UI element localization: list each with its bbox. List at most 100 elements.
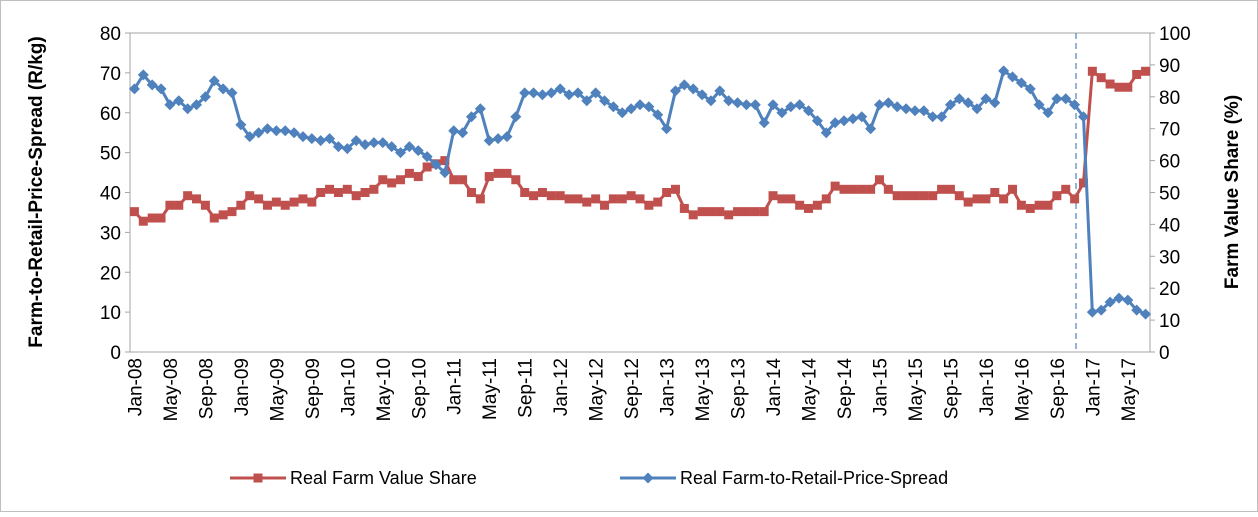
point xyxy=(918,105,930,117)
point xyxy=(971,103,983,115)
point xyxy=(1141,66,1151,76)
point xyxy=(1024,83,1036,95)
point xyxy=(848,184,858,194)
point xyxy=(182,103,194,115)
point xyxy=(359,139,371,151)
point xyxy=(466,188,476,197)
point xyxy=(590,87,602,99)
point xyxy=(857,184,867,194)
point xyxy=(492,133,504,145)
point xyxy=(1096,73,1106,83)
y2-tick-label: 20 xyxy=(1159,279,1180,300)
point xyxy=(192,194,202,204)
x-tick-label: Jan-08 xyxy=(125,358,146,416)
point xyxy=(635,194,645,204)
x-tick-label: May-09 xyxy=(267,358,288,421)
point xyxy=(360,188,370,197)
x-tick-label: Sep-08 xyxy=(196,358,217,419)
point xyxy=(332,141,344,153)
point xyxy=(484,172,494,182)
point xyxy=(811,115,823,127)
point xyxy=(599,95,611,107)
point xyxy=(316,188,326,197)
legend-marker xyxy=(253,473,263,483)
point xyxy=(564,194,574,204)
point xyxy=(325,184,335,194)
point xyxy=(856,111,868,123)
x-tick-label: Jan-10 xyxy=(338,358,359,416)
point xyxy=(245,191,255,201)
point xyxy=(687,83,699,95)
point xyxy=(475,194,485,204)
point xyxy=(545,87,557,99)
point xyxy=(794,99,806,111)
point xyxy=(138,216,148,226)
point xyxy=(616,107,628,119)
point xyxy=(440,156,450,166)
point xyxy=(129,207,139,217)
point xyxy=(510,111,522,123)
point xyxy=(351,191,361,201)
point xyxy=(945,184,955,194)
point xyxy=(449,175,459,185)
legend-label: Real Farm Value Share xyxy=(290,468,477,488)
point xyxy=(165,200,175,210)
point xyxy=(528,87,540,99)
point xyxy=(1132,69,1142,79)
x-tick-label: Sep-11 xyxy=(516,358,537,418)
x-tick-label: Jan-13 xyxy=(658,358,679,416)
point xyxy=(723,95,735,107)
x-tick-label: May-14 xyxy=(800,358,821,422)
x-tick-label: Jan-16 xyxy=(977,358,998,416)
point xyxy=(662,188,672,197)
point xyxy=(866,184,876,194)
point xyxy=(404,168,414,178)
y2-tick-label: 40 xyxy=(1159,215,1180,236)
y-tick-label: 40 xyxy=(100,184,121,205)
point xyxy=(1042,107,1054,119)
x-tick-label: Sep-16 xyxy=(1048,358,1069,419)
point xyxy=(1069,99,1081,111)
point xyxy=(573,194,583,204)
point xyxy=(678,79,690,91)
point xyxy=(1025,203,1035,213)
point xyxy=(830,181,840,191)
point xyxy=(944,99,956,111)
point xyxy=(297,131,309,143)
point xyxy=(191,99,203,111)
point xyxy=(412,145,424,157)
point xyxy=(519,87,531,99)
y2-tick-label: 0 xyxy=(1159,343,1170,364)
point xyxy=(289,197,299,207)
point xyxy=(474,103,486,115)
x-tick-label: May-13 xyxy=(693,358,714,421)
point xyxy=(963,197,973,207)
point xyxy=(696,89,708,101)
point xyxy=(937,184,947,194)
point xyxy=(529,191,539,201)
point xyxy=(546,191,556,201)
x-tick-label: May-12 xyxy=(587,358,608,421)
point xyxy=(217,83,229,95)
point xyxy=(820,127,832,139)
y-tick-label: 80 xyxy=(100,24,121,45)
point xyxy=(244,131,256,143)
point xyxy=(253,127,265,139)
point xyxy=(882,97,894,109)
point xyxy=(137,69,149,81)
y2-tick-label: 90 xyxy=(1159,56,1180,77)
y-tick-label: 60 xyxy=(100,104,121,125)
point xyxy=(315,135,327,147)
point xyxy=(536,89,548,101)
x-tick-label: Sep-15 xyxy=(941,358,962,419)
point xyxy=(439,167,451,179)
point xyxy=(501,131,513,143)
y2-tick-label: 80 xyxy=(1159,88,1180,109)
point xyxy=(368,137,380,149)
point xyxy=(989,97,1001,109)
y2-tick-label: 60 xyxy=(1159,152,1180,173)
point xyxy=(910,191,920,201)
x-tick-label: May-15 xyxy=(906,358,927,421)
point xyxy=(554,83,566,95)
point xyxy=(608,194,618,204)
